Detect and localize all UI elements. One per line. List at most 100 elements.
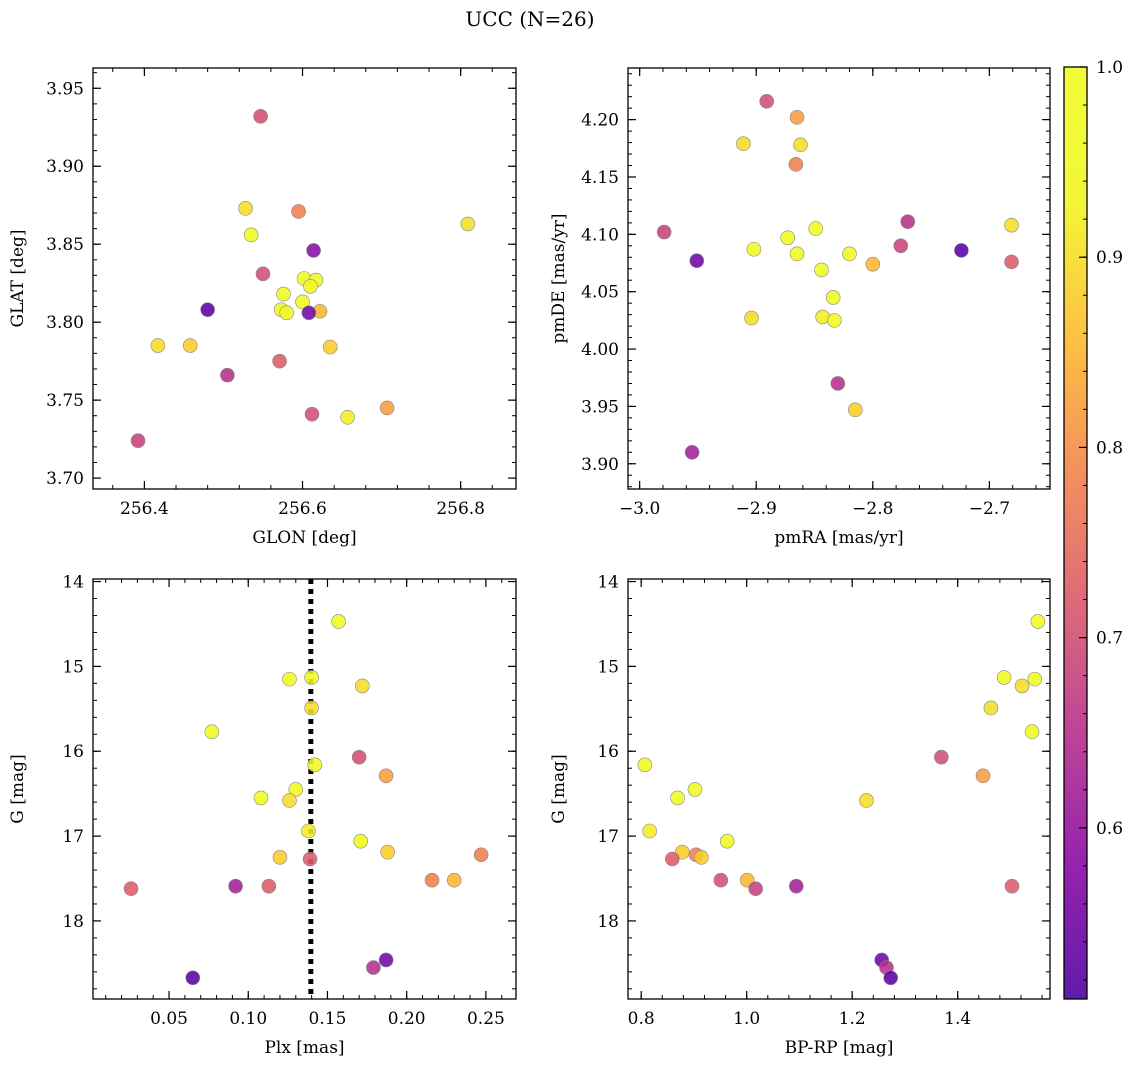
scatter-point (825, 290, 841, 305)
x-tick-label: −2.9 (736, 499, 777, 519)
x-tick-label: 256.8 (436, 499, 485, 519)
x-axis-label: Plx [mas] (264, 1038, 344, 1058)
scatter-point (808, 221, 823, 236)
panel-pmra-pmde: −3.0 −2.9 −2.8 −2.7 3.90 3.95 4.00 4.05 4.10 4.15… (549, 67, 1051, 548)
scatter-point (185, 970, 201, 986)
scatter-point (279, 305, 295, 321)
scatter-point (353, 833, 369, 849)
x-axis-label: BP-RP [mag] (785, 1038, 894, 1058)
y-tick-label: 3.80 (46, 313, 84, 333)
scatter-point (302, 851, 318, 867)
scatter-point (893, 238, 909, 254)
scatter-point (713, 872, 729, 888)
scatter-point (460, 216, 476, 232)
x-tick-label: 1.0 (733, 1009, 760, 1029)
scatter-point (220, 367, 235, 383)
scatter-point (637, 757, 653, 773)
scatter-points (123, 579, 489, 999)
scatter-point (954, 243, 969, 258)
scatter-point (789, 110, 805, 125)
scatter-point (380, 844, 395, 860)
y-tick-label: 14 (62, 573, 84, 593)
y-tick-label: 3.90 (581, 455, 619, 475)
scatter-point (306, 243, 321, 258)
x-tick-label: −2.8 (852, 499, 893, 519)
scatter-point (1014, 678, 1030, 694)
scatter-point (687, 782, 703, 797)
scatter-point (378, 952, 394, 968)
scatter-point (842, 246, 857, 262)
axes-frame (92, 67, 517, 490)
scatter-point (1027, 671, 1043, 687)
scatter-point (228, 878, 243, 894)
colorbar-tick-label: 0.7 (1096, 629, 1123, 649)
y-tick-label: 3.75 (46, 391, 84, 411)
y-tick-label: 16 (597, 742, 619, 762)
scatter-point (789, 246, 805, 262)
scatter-point (1004, 254, 1019, 270)
scatter-point (748, 881, 763, 896)
scatter-point (736, 136, 751, 152)
scatter-point (301, 823, 316, 839)
scatter-point (123, 881, 139, 896)
scatter-point (291, 204, 306, 219)
scatter-point (331, 614, 346, 629)
scatter-point (642, 823, 657, 839)
scatter-point (1024, 724, 1040, 740)
scatter-point (975, 768, 991, 784)
scatter-point (272, 850, 288, 865)
scatter-point (355, 678, 370, 694)
axes-frame (92, 578, 517, 1000)
scatter-point (827, 313, 842, 328)
y-tick-label: 3.70 (46, 469, 84, 489)
x-tick-label: 1.2 (839, 1009, 866, 1029)
scatter-point (689, 253, 705, 269)
y-tick-label: 16 (62, 742, 84, 762)
scatter-point (276, 286, 291, 302)
scatter-point (744, 310, 759, 326)
scatter-point (288, 782, 304, 797)
scatter-points (130, 109, 476, 448)
x-tick-label: 1.4 (944, 1009, 971, 1029)
scatter-point (983, 700, 999, 716)
x-tick-label: −3.0 (619, 499, 660, 519)
y-tick-label: 18 (597, 912, 619, 932)
scatter-point (272, 353, 287, 369)
scatter-point (295, 294, 310, 310)
x-tick-label: 256.6 (278, 499, 327, 519)
y-tick-label: 4.15 (581, 168, 619, 188)
scatter-points (637, 614, 1046, 986)
scatter-point (304, 406, 320, 422)
scatter-point (883, 970, 898, 986)
scatter-point (670, 790, 685, 806)
scatter-point (684, 444, 700, 460)
scatter-point (446, 872, 462, 888)
scatter-point (759, 93, 775, 109)
scatter-point (665, 851, 680, 867)
scatter-point (379, 400, 395, 416)
figure-title: UCC (N=26) (465, 7, 594, 31)
panel-glon-glat: 256.4 256.6 256.8 3.70 3.75 3.80 3.85 3.90 3.95 G… (8, 67, 517, 548)
scatter-point (996, 670, 1012, 685)
axes-frame (627, 578, 1051, 1000)
scatter-point (304, 700, 319, 716)
y-tick-label: 4.00 (581, 340, 619, 360)
scatter-point (253, 109, 268, 124)
scatter-point (1030, 614, 1046, 629)
scatter-point (1004, 217, 1019, 233)
y-tick-label: 14 (597, 573, 619, 593)
y-axis-label: GLAT [deg] (8, 229, 28, 327)
scatter-point (900, 214, 916, 230)
scatter-point (694, 850, 709, 865)
scatter-point (238, 201, 253, 216)
x-tick-label: −2.7 (969, 499, 1010, 519)
y-tick-label: 4.20 (581, 111, 619, 131)
y-tick-label: 18 (62, 912, 84, 932)
scatter-point (182, 338, 198, 353)
x-tick-label: 256.4 (120, 499, 169, 519)
x-axis-label: pmRA [mas/yr] (774, 528, 903, 548)
scatter-point (780, 230, 796, 246)
x-tick-label: 0.20 (388, 1009, 426, 1029)
colorbar-tick-label: 0.9 (1096, 248, 1123, 268)
scatter-point (243, 227, 259, 243)
